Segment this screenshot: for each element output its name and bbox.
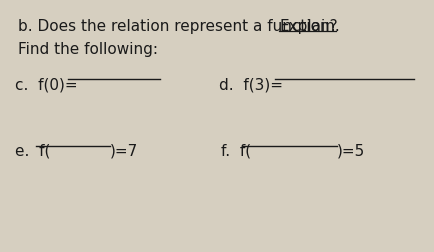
Text: Explain.: Explain. [279, 19, 339, 34]
Text: )=5: )=5 [336, 144, 365, 159]
Text: )=7: )=7 [109, 144, 138, 159]
Text: f.  f(: f. f( [221, 144, 251, 159]
Text: e.  f(: e. f( [15, 144, 50, 159]
Text: c.  f(0)=: c. f(0)= [15, 77, 77, 92]
Text: b. Does the relation represent a function?: b. Does the relation represent a functio… [18, 19, 342, 34]
Text: d.  f(3)=: d. f(3)= [219, 77, 283, 92]
Text: Find the following:: Find the following: [18, 42, 158, 57]
